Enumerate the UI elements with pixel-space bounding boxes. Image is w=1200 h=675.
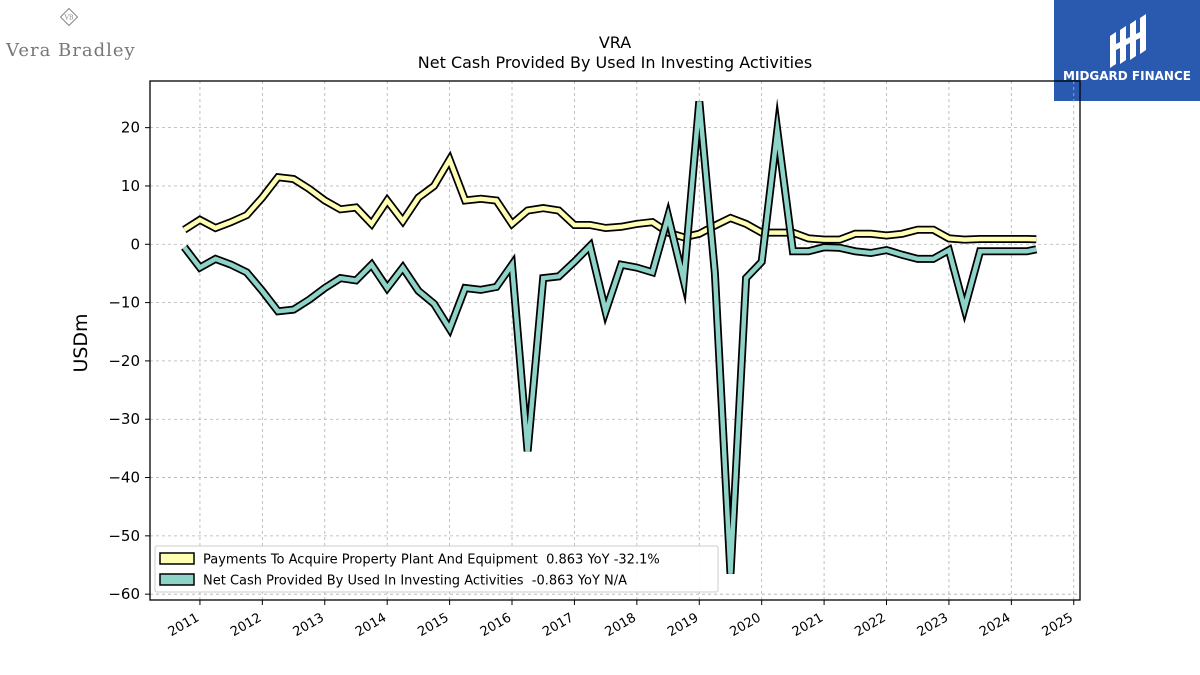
midgard-logo-icon [1110,14,1146,68]
y-tick-label: −40 [108,469,140,487]
x-tick-label: 2012 [228,610,264,640]
x-tick-label: 2013 [291,610,327,640]
x-tick-label: 2016 [478,610,514,640]
x-tick-label: 2018 [603,610,639,640]
y-tick-label: −60 [108,585,140,603]
brand-name-left: Vera Bradley [6,40,136,61]
y-tick-label: 10 [121,177,140,195]
legend: Payments To Acquire Property Plant And E… [154,545,719,593]
brand-logo-left: VB Vera Bradley [6,6,135,64]
legend-swatch-net-investing [159,573,195,586]
x-tick-label: 2024 [977,610,1013,640]
chart-subtitle: Net Cash Provided By Used In Investing A… [418,53,812,72]
x-tick-label: 2021 [790,610,826,640]
x-tick-label: 2023 [915,610,951,640]
x-tick-label: 2020 [728,610,764,640]
y-tick-label: −20 [108,352,140,370]
legend-swatch-capex [159,552,195,565]
x-tick-label: 2015 [415,610,451,640]
x-tick-label: 2011 [166,610,202,640]
x-tick-label: 2019 [665,610,701,640]
vb-monogram-text: VB [64,15,74,22]
legend-label-capex: Payments To Acquire Property Plant And E… [203,553,660,568]
x-tick-label: 2017 [540,610,576,640]
y-tick-label: 0 [130,235,140,253]
series-0-line [183,154,1037,242]
y-tick-label: 20 [121,119,140,137]
series-1-outline [181,98,1038,575]
x-tick-label: 2014 [353,610,389,640]
y-axis-label: USDm [70,313,92,372]
series-layer [181,98,1038,575]
series-1-line [182,101,1037,574]
vb-monogram-icon: VB [59,7,79,27]
legend-box [154,545,719,593]
legend-label-net-investing: Net Cash Provided By Used In Investing A… [203,574,627,589]
x-tick-label: 2022 [852,610,888,640]
plot-frame [149,80,1081,601]
grid-layer [150,81,1080,600]
brand-name-right: MIDGARD FINANCE [1063,69,1191,83]
y-tick-label: −50 [108,527,140,545]
x-tick-label: 2025 [1040,610,1076,640]
chart-title: VRA [599,33,631,52]
brand-logo-right: MIDGARD FINANCE [1054,0,1200,101]
y-tick-label: −30 [108,410,140,428]
y-tick-label: −10 [108,294,140,312]
